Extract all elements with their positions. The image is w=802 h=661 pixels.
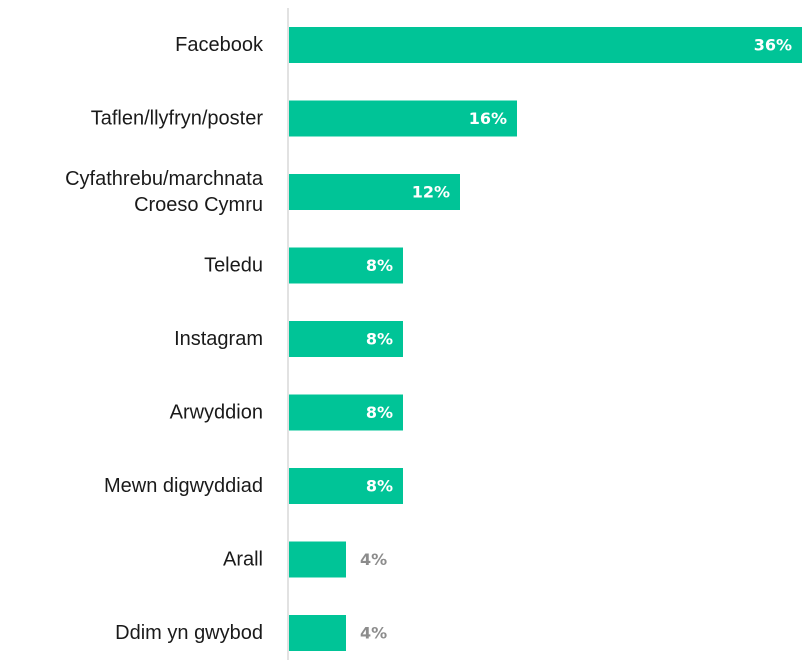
- data-label: 4%: [360, 550, 387, 569]
- bar: [289, 615, 346, 651]
- data-label: 8%: [366, 330, 393, 349]
- category-label: Cyfathrebu/marchnata: [65, 168, 264, 190]
- category-label: Taflen/llyfryn/poster: [91, 108, 264, 130]
- category-label: Croeso Cymru: [134, 194, 263, 216]
- bar: [289, 27, 802, 63]
- category-label: Facebook: [175, 34, 264, 56]
- data-label: 8%: [366, 256, 393, 275]
- bars: [289, 27, 802, 651]
- data-label: 36%: [754, 36, 792, 55]
- value-labels: 36% 16% 12% 8% 8% 8% 8% 4% 4%: [360, 36, 792, 643]
- data-label: 16%: [469, 109, 507, 128]
- bar: [289, 468, 403, 504]
- category-label: Ddim yn gwybod: [115, 622, 263, 644]
- bar: [289, 100, 517, 137]
- category-label: Arwyddion: [170, 402, 263, 424]
- category-label: Instagram: [174, 328, 263, 350]
- bar: [289, 247, 403, 284]
- category-label: Mewn digwyddiad: [104, 475, 263, 497]
- category-label: Teledu: [204, 255, 263, 277]
- bar: [289, 321, 403, 357]
- data-label: 12%: [412, 183, 450, 202]
- bar: [289, 394, 403, 431]
- category-label: Arall: [223, 549, 263, 571]
- data-label: 8%: [366, 477, 393, 496]
- category-labels: Facebook Taflen/llyfryn/poster Cyfathrebu/…: [65, 34, 264, 644]
- bar: [289, 174, 460, 210]
- data-label: 8%: [366, 403, 393, 422]
- data-label: 4%: [360, 624, 387, 643]
- bar: [289, 541, 346, 578]
